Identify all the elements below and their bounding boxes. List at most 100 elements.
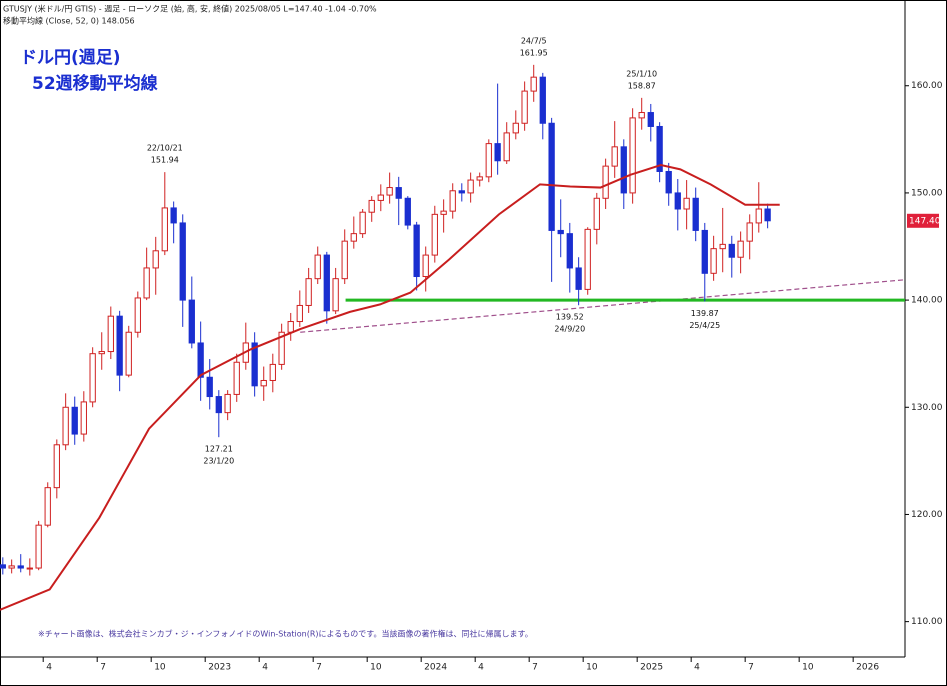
candle-body [494, 143, 501, 162]
candle-body [512, 122, 519, 134]
candle-body [332, 278, 339, 312]
candle-body [359, 211, 366, 235]
trendline [300, 279, 906, 333]
candle-body [557, 229, 564, 235]
annotation-date: 23/1/20 [203, 457, 234, 466]
candle-body [377, 194, 384, 201]
candle-body [233, 361, 240, 395]
candle-body [305, 278, 312, 306]
candle-body [548, 122, 555, 231]
candle-body [764, 208, 771, 222]
candle-body [485, 143, 492, 178]
annotation-value: 151.94 [151, 156, 179, 165]
x-tick-label: 10 [154, 663, 166, 673]
candle-body [521, 90, 528, 124]
candle-body [71, 406, 78, 435]
candle-body [17, 565, 24, 569]
candle-body [179, 222, 186, 301]
candle-body [674, 192, 681, 210]
candle-body [539, 76, 546, 124]
candle-body [8, 565, 15, 569]
chart-title: ドル円(週足) [20, 48, 121, 68]
plot: 22/10/21 151.94 24/7/5 161.95 25/1/10 158.87 1… [0, 36, 906, 611]
x-tick-label: 10 [802, 663, 814, 673]
candle-body [530, 76, 537, 92]
x-tick-label: 10 [370, 663, 382, 673]
candle-body [287, 321, 294, 333]
candle-body [314, 254, 321, 280]
x-tick-label: 2025 [640, 663, 663, 673]
candle-body [152, 250, 159, 269]
candle-body [431, 213, 438, 256]
x-tick-label: 7 [748, 663, 754, 673]
last-price-tag [907, 213, 939, 228]
candle-body [143, 267, 150, 299]
candle-body [161, 207, 168, 252]
x-tick-label: 4 [694, 663, 700, 673]
candle-body [62, 406, 69, 446]
candle-body [647, 112, 654, 127]
candle-body [683, 197, 690, 210]
candle-body [251, 342, 258, 387]
header: GTUSJY (米ドル/円 GTIS) - 週足 - ローソク足 (始, 高, … [3, 4, 377, 14]
candle-body [746, 222, 753, 242]
candle-body [134, 297, 141, 333]
candle-body [215, 396, 222, 414]
x-tick-label: 4 [478, 663, 484, 673]
moving-average [0, 164, 780, 611]
candle-body [422, 254, 429, 278]
candle-body [710, 248, 717, 274]
annotation-date: 25/1/10 [626, 69, 657, 78]
candle-body [449, 190, 456, 212]
candle-body [107, 315, 114, 353]
candle-body [386, 187, 393, 196]
y-tick-label: 150.00 [911, 188, 943, 198]
candle-body [125, 331, 132, 376]
candle-body [728, 243, 735, 258]
annotation-value: 158.87 [628, 81, 656, 90]
candle-body [197, 342, 204, 378]
y-tick-label: 110.00 [911, 617, 943, 627]
candle-body [611, 146, 618, 167]
y-tick-label: 160.00 [911, 81, 943, 91]
candle-body [80, 401, 87, 435]
annotation-value: 161.95 [520, 48, 548, 57]
candle-body [719, 243, 726, 250]
x-tick-label: 7 [100, 663, 106, 673]
candle-body [575, 267, 582, 290]
annotation-date: 24/9/20 [554, 325, 585, 334]
ma-header: 移動平均線 (Close, 52, 0) 148.056 [3, 16, 135, 26]
footnote: ※チャート画像は、株式会社ミンカブ・ジ・インフォノイドのWin-Station(… [38, 629, 533, 639]
candle-body [116, 315, 123, 376]
candle-body [755, 208, 762, 224]
annotation-date: 24/7/5 [521, 36, 547, 45]
candle-body [0, 564, 6, 569]
last-price-label: 147.40 [909, 216, 941, 226]
candle-body [566, 233, 573, 269]
candle-body [296, 304, 303, 323]
candle-body [584, 228, 591, 290]
x-tick-label: 7 [316, 663, 322, 673]
candle-body [665, 170, 672, 194]
x-tick-label: 4 [262, 663, 268, 673]
candle-body [269, 363, 276, 381]
candle-body [413, 224, 420, 278]
candle-body [89, 353, 96, 403]
candle-body [53, 444, 60, 489]
candle-body [737, 240, 744, 258]
candle-body [44, 487, 51, 526]
y-tick-label: 140.00 [911, 296, 943, 306]
candle-body [224, 393, 231, 414]
candle-body [395, 187, 402, 199]
y-tick-label: 120.00 [911, 510, 943, 520]
candle-body [278, 331, 285, 365]
annotation-value: 139.52 [556, 313, 584, 322]
candle-body [170, 207, 177, 224]
candle-body [188, 299, 195, 344]
x-tick-label: 4 [46, 663, 52, 673]
candle-body [350, 233, 357, 242]
candle-body [701, 229, 708, 274]
annotation-value: 127.21 [205, 445, 233, 454]
candle-body [458, 190, 465, 194]
